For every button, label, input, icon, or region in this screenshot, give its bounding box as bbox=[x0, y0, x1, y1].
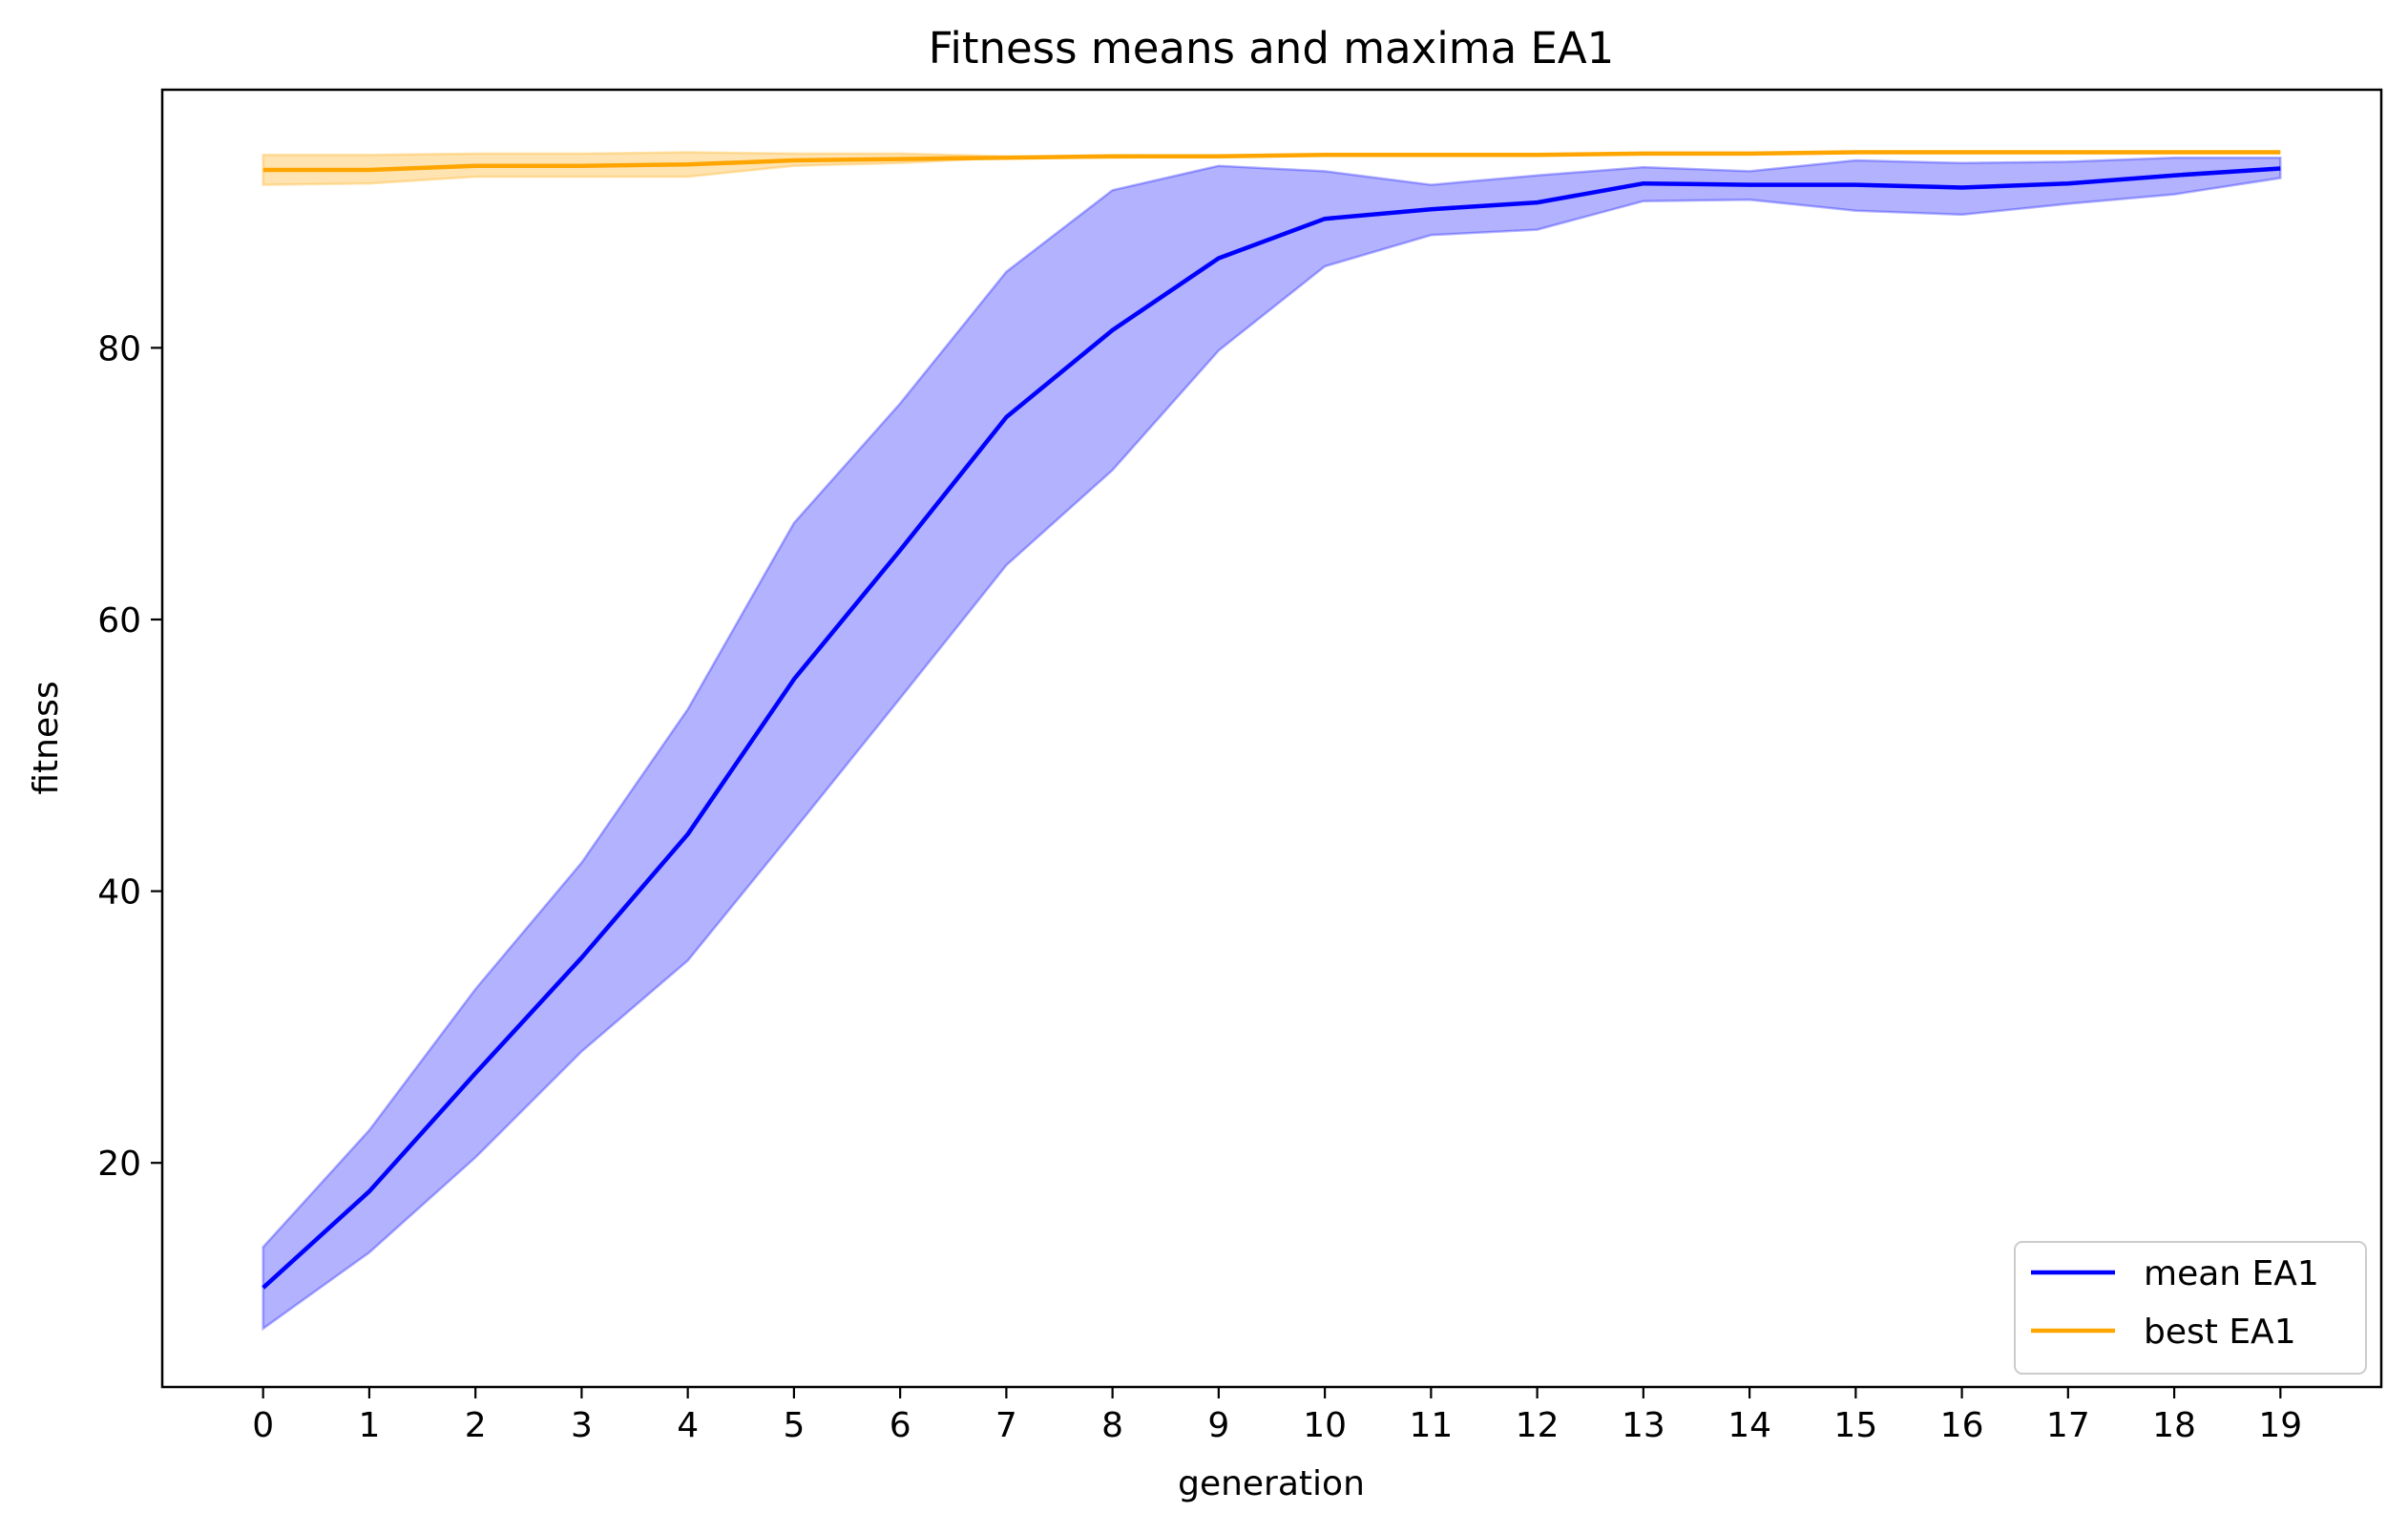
point-mean-ea1-14 bbox=[1748, 183, 1751, 187]
point-mean-ea1-8 bbox=[1111, 328, 1115, 332]
point-best-ea1-13 bbox=[1642, 152, 1645, 156]
point-mean-ea1-18 bbox=[2172, 174, 2176, 178]
point-mean-ea1-13 bbox=[1642, 181, 1645, 185]
y-tick-label-40: 40 bbox=[97, 873, 141, 913]
point-best-ea1-2 bbox=[473, 164, 477, 168]
point-best-ea1-10 bbox=[1323, 153, 1327, 157]
series-line-mean-ea1 bbox=[262, 166, 2281, 1290]
point-best-ea1-5 bbox=[792, 158, 796, 162]
series-line-best-ea1 bbox=[262, 150, 2281, 173]
legend-box bbox=[2014, 1241, 2367, 1375]
x-tick-label-13: 13 bbox=[1622, 1406, 1665, 1445]
point-mean-ea1-5 bbox=[792, 678, 796, 682]
x-tick-label-1: 1 bbox=[358, 1406, 380, 1445]
point-mean-ea1-10 bbox=[1323, 217, 1327, 221]
point-mean-ea1-3 bbox=[579, 956, 583, 959]
y-axis-ticks: 20 40 60 80 bbox=[97, 329, 162, 1184]
x-tick-label-12: 12 bbox=[1516, 1406, 1560, 1445]
series-lines bbox=[262, 150, 2282, 1290]
x-tick-label-2: 2 bbox=[465, 1406, 487, 1445]
point-best-ea1-7 bbox=[1004, 156, 1008, 159]
point-mean-ea1-6 bbox=[898, 548, 902, 552]
point-mean-ea1-0 bbox=[262, 1286, 265, 1290]
point-best-ea1-14 bbox=[1748, 152, 1751, 156]
x-tick-label-14: 14 bbox=[1727, 1406, 1771, 1445]
x-axis-label: generation bbox=[1178, 1464, 1365, 1503]
point-best-ea1-8 bbox=[1111, 155, 1115, 158]
point-best-ea1-19 bbox=[2278, 151, 2282, 155]
point-best-ea1-11 bbox=[1429, 153, 1433, 157]
x-tick-label-0: 0 bbox=[252, 1406, 274, 1445]
x-axis-ticks: 0 1 2 3 4 5 6 7 8 9 10 11 12 13 14 15 16 17 18 19 bbox=[252, 1387, 2302, 1445]
point-mean-ea1-9 bbox=[1217, 257, 1221, 261]
point-best-ea1-17 bbox=[2066, 151, 2070, 155]
chart-title: Fitness means and maxima EA1 bbox=[929, 23, 1615, 74]
point-mean-ea1-12 bbox=[1536, 200, 1539, 204]
point-mean-ea1-1 bbox=[367, 1189, 371, 1193]
point-best-ea1-12 bbox=[1536, 153, 1539, 157]
x-tick-label-4: 4 bbox=[677, 1406, 699, 1445]
point-best-ea1-9 bbox=[1217, 155, 1221, 158]
legend-label-best: best EA1 bbox=[2144, 1313, 2296, 1352]
band-mean-ea1 bbox=[262, 156, 2282, 1332]
y-tick-label-80: 80 bbox=[97, 329, 141, 368]
x-tick-label-10: 10 bbox=[1303, 1406, 1347, 1445]
x-tick-label-9: 9 bbox=[1207, 1406, 1229, 1445]
y-axis-label: fitness bbox=[27, 681, 66, 794]
x-tick-label-3: 3 bbox=[571, 1406, 593, 1445]
point-mean-ea1-15 bbox=[1853, 183, 1857, 187]
x-tick-label-17: 17 bbox=[2046, 1406, 2090, 1445]
point-best-ea1-4 bbox=[686, 162, 690, 166]
point-best-ea1-1 bbox=[367, 168, 371, 172]
point-mean-ea1-4 bbox=[686, 832, 690, 836]
y-tick-label-60: 60 bbox=[97, 601, 141, 641]
point-best-ea1-18 bbox=[2172, 151, 2176, 155]
point-mean-ea1-11 bbox=[1429, 207, 1433, 211]
x-tick-label-11: 11 bbox=[1409, 1406, 1453, 1445]
point-best-ea1-15 bbox=[1853, 151, 1857, 155]
legend: mean EA1 best EA1 bbox=[2014, 1241, 2367, 1375]
x-tick-label-15: 15 bbox=[1833, 1406, 1877, 1445]
x-tick-label-5: 5 bbox=[783, 1406, 805, 1445]
x-tick-label-6: 6 bbox=[890, 1406, 911, 1445]
point-mean-ea1-2 bbox=[473, 1071, 477, 1075]
point-best-ea1-3 bbox=[579, 164, 583, 168]
point-best-ea1-0 bbox=[262, 168, 265, 172]
x-tick-label-8: 8 bbox=[1101, 1406, 1123, 1445]
point-best-ea1-6 bbox=[898, 158, 902, 161]
legend-label-mean: mean EA1 bbox=[2144, 1254, 2319, 1293]
point-mean-ea1-16 bbox=[1960, 186, 1964, 190]
x-tick-label-7: 7 bbox=[995, 1406, 1017, 1445]
y-tick-label-20: 20 bbox=[97, 1145, 141, 1184]
point-mean-ea1-19 bbox=[2278, 167, 2282, 171]
point-mean-ea1-7 bbox=[1004, 415, 1008, 419]
point-mean-ea1-17 bbox=[2066, 181, 2070, 185]
x-tick-label-18: 18 bbox=[2152, 1406, 2196, 1445]
plot-area-frame bbox=[160, 88, 2383, 1389]
point-best-ea1-16 bbox=[1960, 151, 1964, 155]
x-tick-label-16: 16 bbox=[1940, 1406, 1984, 1445]
x-tick-label-19: 19 bbox=[2258, 1406, 2302, 1445]
